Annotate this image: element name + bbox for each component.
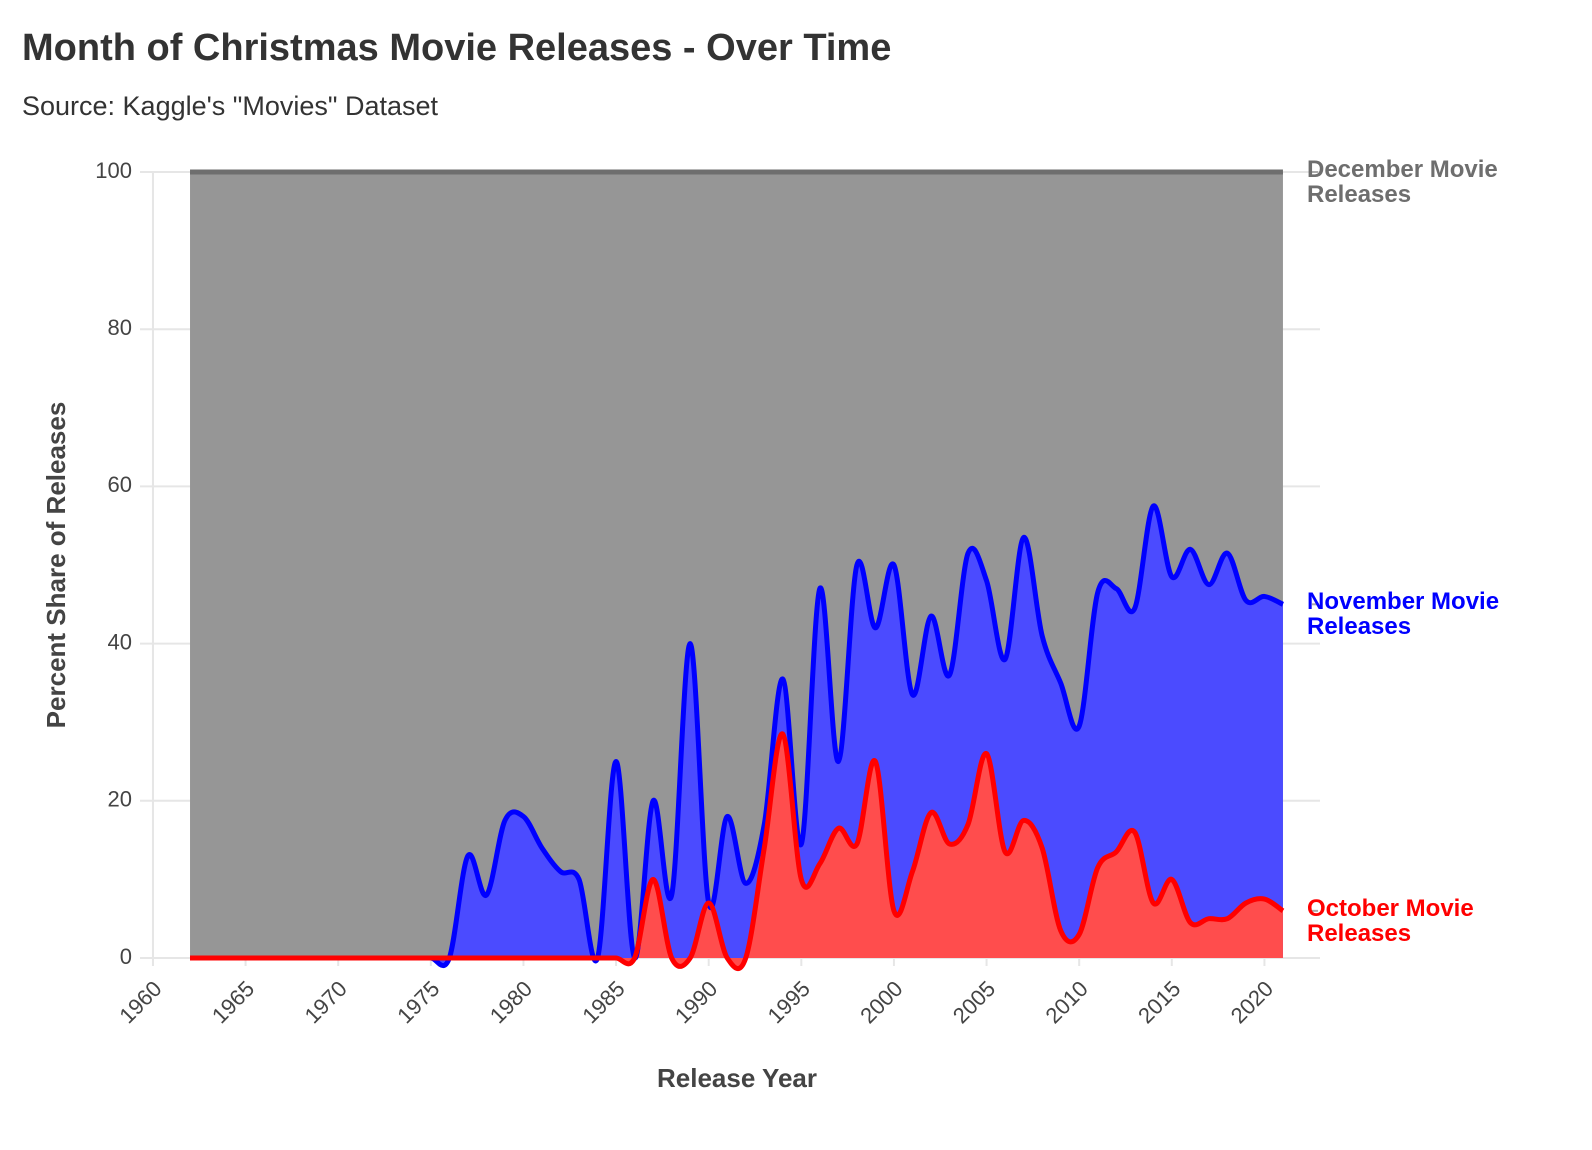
x-tick-label: 1975 xyxy=(392,976,444,1028)
legend-label: October Movie Releases xyxy=(1307,894,1474,947)
x-axis-title: Release Year xyxy=(657,1063,817,1093)
x-tick-label: 1965 xyxy=(207,976,259,1028)
y-axis-title: Percent Share of Releases xyxy=(41,402,71,729)
y-tick-label: 20 xyxy=(108,787,132,812)
line xyxy=(190,731,1285,971)
y-tick-label: 40 xyxy=(108,629,132,654)
chart-title: Month of Christmas Movie Releases - Over… xyxy=(22,27,891,69)
x-tick-label: 2005 xyxy=(948,976,1000,1028)
area xyxy=(190,733,1283,969)
x-tick-label: 1995 xyxy=(763,976,815,1028)
y-tick-label: 60 xyxy=(108,472,132,497)
x-tick-label: 2000 xyxy=(855,976,907,1028)
y-tick-label: 80 xyxy=(108,315,132,340)
x-tick-label: 1990 xyxy=(670,976,722,1028)
x-tick-label: 1985 xyxy=(577,976,629,1028)
chart-subtitle: Source: Kaggle's "Movies" Dataset xyxy=(22,91,439,121)
x-tick-label: 1960 xyxy=(114,976,166,1028)
x-tick-label: 2015 xyxy=(1133,976,1185,1028)
x-tick-label: 1980 xyxy=(485,976,537,1028)
legend-label: December Movie Releases xyxy=(1307,156,1498,208)
x-tick-label: 2020 xyxy=(1226,976,1278,1028)
y-tick-label: 0 xyxy=(120,944,132,969)
x-tick-label: 1970 xyxy=(300,976,352,1028)
legend-label: November Movie Releases xyxy=(1307,588,1500,641)
x-tick-label: 2010 xyxy=(1041,976,1093,1028)
y-tick-label: 100 xyxy=(95,158,132,183)
